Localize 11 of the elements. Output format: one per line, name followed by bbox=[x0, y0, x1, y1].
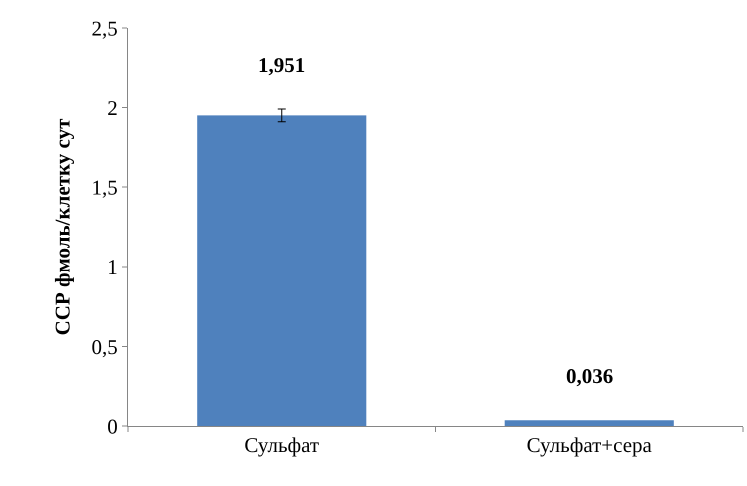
y-tick-label: 2,5 bbox=[92, 16, 118, 40]
data-label: 1,951 bbox=[258, 53, 306, 77]
y-tick-label: 0,5 bbox=[92, 334, 118, 359]
y-tick-label: 2 bbox=[107, 96, 118, 120]
y-tick-label: 1 bbox=[107, 255, 118, 280]
y-tick-label: 0 bbox=[107, 414, 118, 438]
x-tick-label: Сульфат+сера bbox=[526, 433, 653, 458]
y-tick-label: 1,5 bbox=[92, 176, 118, 200]
x-tick-label: Сульфат bbox=[244, 433, 320, 458]
data-label: 0,036 bbox=[566, 364, 614, 388]
y-axis-title: ССР фмоль/клетку сут bbox=[50, 118, 75, 336]
